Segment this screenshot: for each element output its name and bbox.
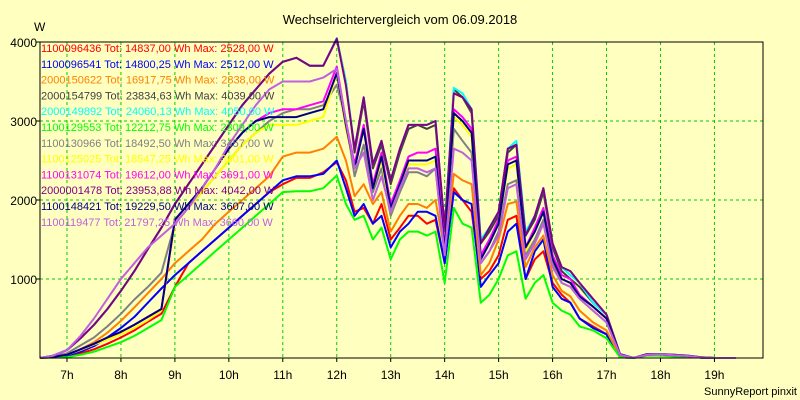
series-line-2	[39, 135, 736, 359]
series-line-9	[39, 37, 736, 359]
legend-entry: 1100096541 Tot: 14800,25 Wh Max: 2512,00…	[41, 59, 274, 71]
legend-entry: 2000154799 Tot: 23834,63 Wh Max: 4039,00…	[41, 90, 275, 102]
x-tick-label: 13h	[381, 368, 401, 382]
legend-entry: 1100125025 Tot: 18547,25 Wh Max: 3601,00…	[41, 154, 274, 166]
legend-entry: 1100119477 Tot: 21797,25 Wh Max: 3660,00…	[41, 217, 273, 229]
x-tick-label: 10h	[219, 368, 239, 382]
chart-title: Wechselrichtervergleich vom 06.09.2018	[283, 12, 518, 27]
x-tick-label: 8h	[114, 368, 127, 382]
x-tick-label: 19h	[704, 368, 724, 382]
series-line-10	[39, 72, 736, 359]
y-tick-label: 3000	[10, 115, 37, 129]
series-line-11	[39, 67, 736, 359]
x-tick-label: 11h	[273, 368, 292, 382]
legend-entry: 2000001478 Tot: 23953,88 Wh Max: 4042,00…	[41, 185, 275, 197]
series-lines	[39, 37, 736, 359]
series-line-1	[39, 159, 736, 359]
x-tick-label: 7h	[60, 368, 73, 382]
y-axis: 1000 2000 3000 4000	[10, 36, 40, 287]
x-tick-label: 14h	[435, 368, 455, 382]
y-tick-label: 4000	[10, 36, 37, 50]
legend-entry: 1100148421 Tot: 19229,50 Wh Max: 3607,00…	[41, 201, 274, 213]
y-axis-unit-label: W	[34, 20, 46, 34]
series-line-5	[39, 174, 736, 359]
footer-credit: SunnyReport pinxit	[704, 386, 797, 398]
x-axis: 7h 8h 9h 10h 11h 12h 13h 14h 15h 16h 17h 18h 19h	[60, 358, 724, 382]
legend-entry: 1100130966 Tot: 18492,50 Wh Max: 3457,00…	[41, 138, 274, 150]
y-tick-label: 2000	[10, 194, 37, 208]
x-tick-label: 18h	[650, 368, 670, 382]
x-tick-label: 9h	[168, 368, 181, 382]
x-tick-label: 12h	[327, 368, 347, 382]
x-tick-label: 17h	[597, 368, 617, 382]
legend: 1100096436 Tot: 14837,00 Wh Max: 2528,00…	[41, 43, 275, 229]
legend-entry: 1100129553 Tot: 12212,75 Wh Max: 2309,00…	[41, 122, 274, 134]
legend-entry: 2000150622 Tot: 16917,75 Wh Max: 2838,00…	[41, 75, 275, 87]
legend-entry: 2000149892 Tot: 24060,13 Wh Max: 4050,00…	[41, 106, 275, 118]
x-tick-label: 16h	[543, 368, 563, 382]
legend-entry: 1100096436 Tot: 14837,00 Wh Max: 2528,00…	[41, 43, 274, 55]
legend-entry: 1100131074 Tot: 19612,00 Wh Max: 3691,00…	[41, 169, 274, 181]
x-tick-label: 15h	[489, 368, 509, 382]
y-tick-label: 1000	[10, 273, 37, 287]
